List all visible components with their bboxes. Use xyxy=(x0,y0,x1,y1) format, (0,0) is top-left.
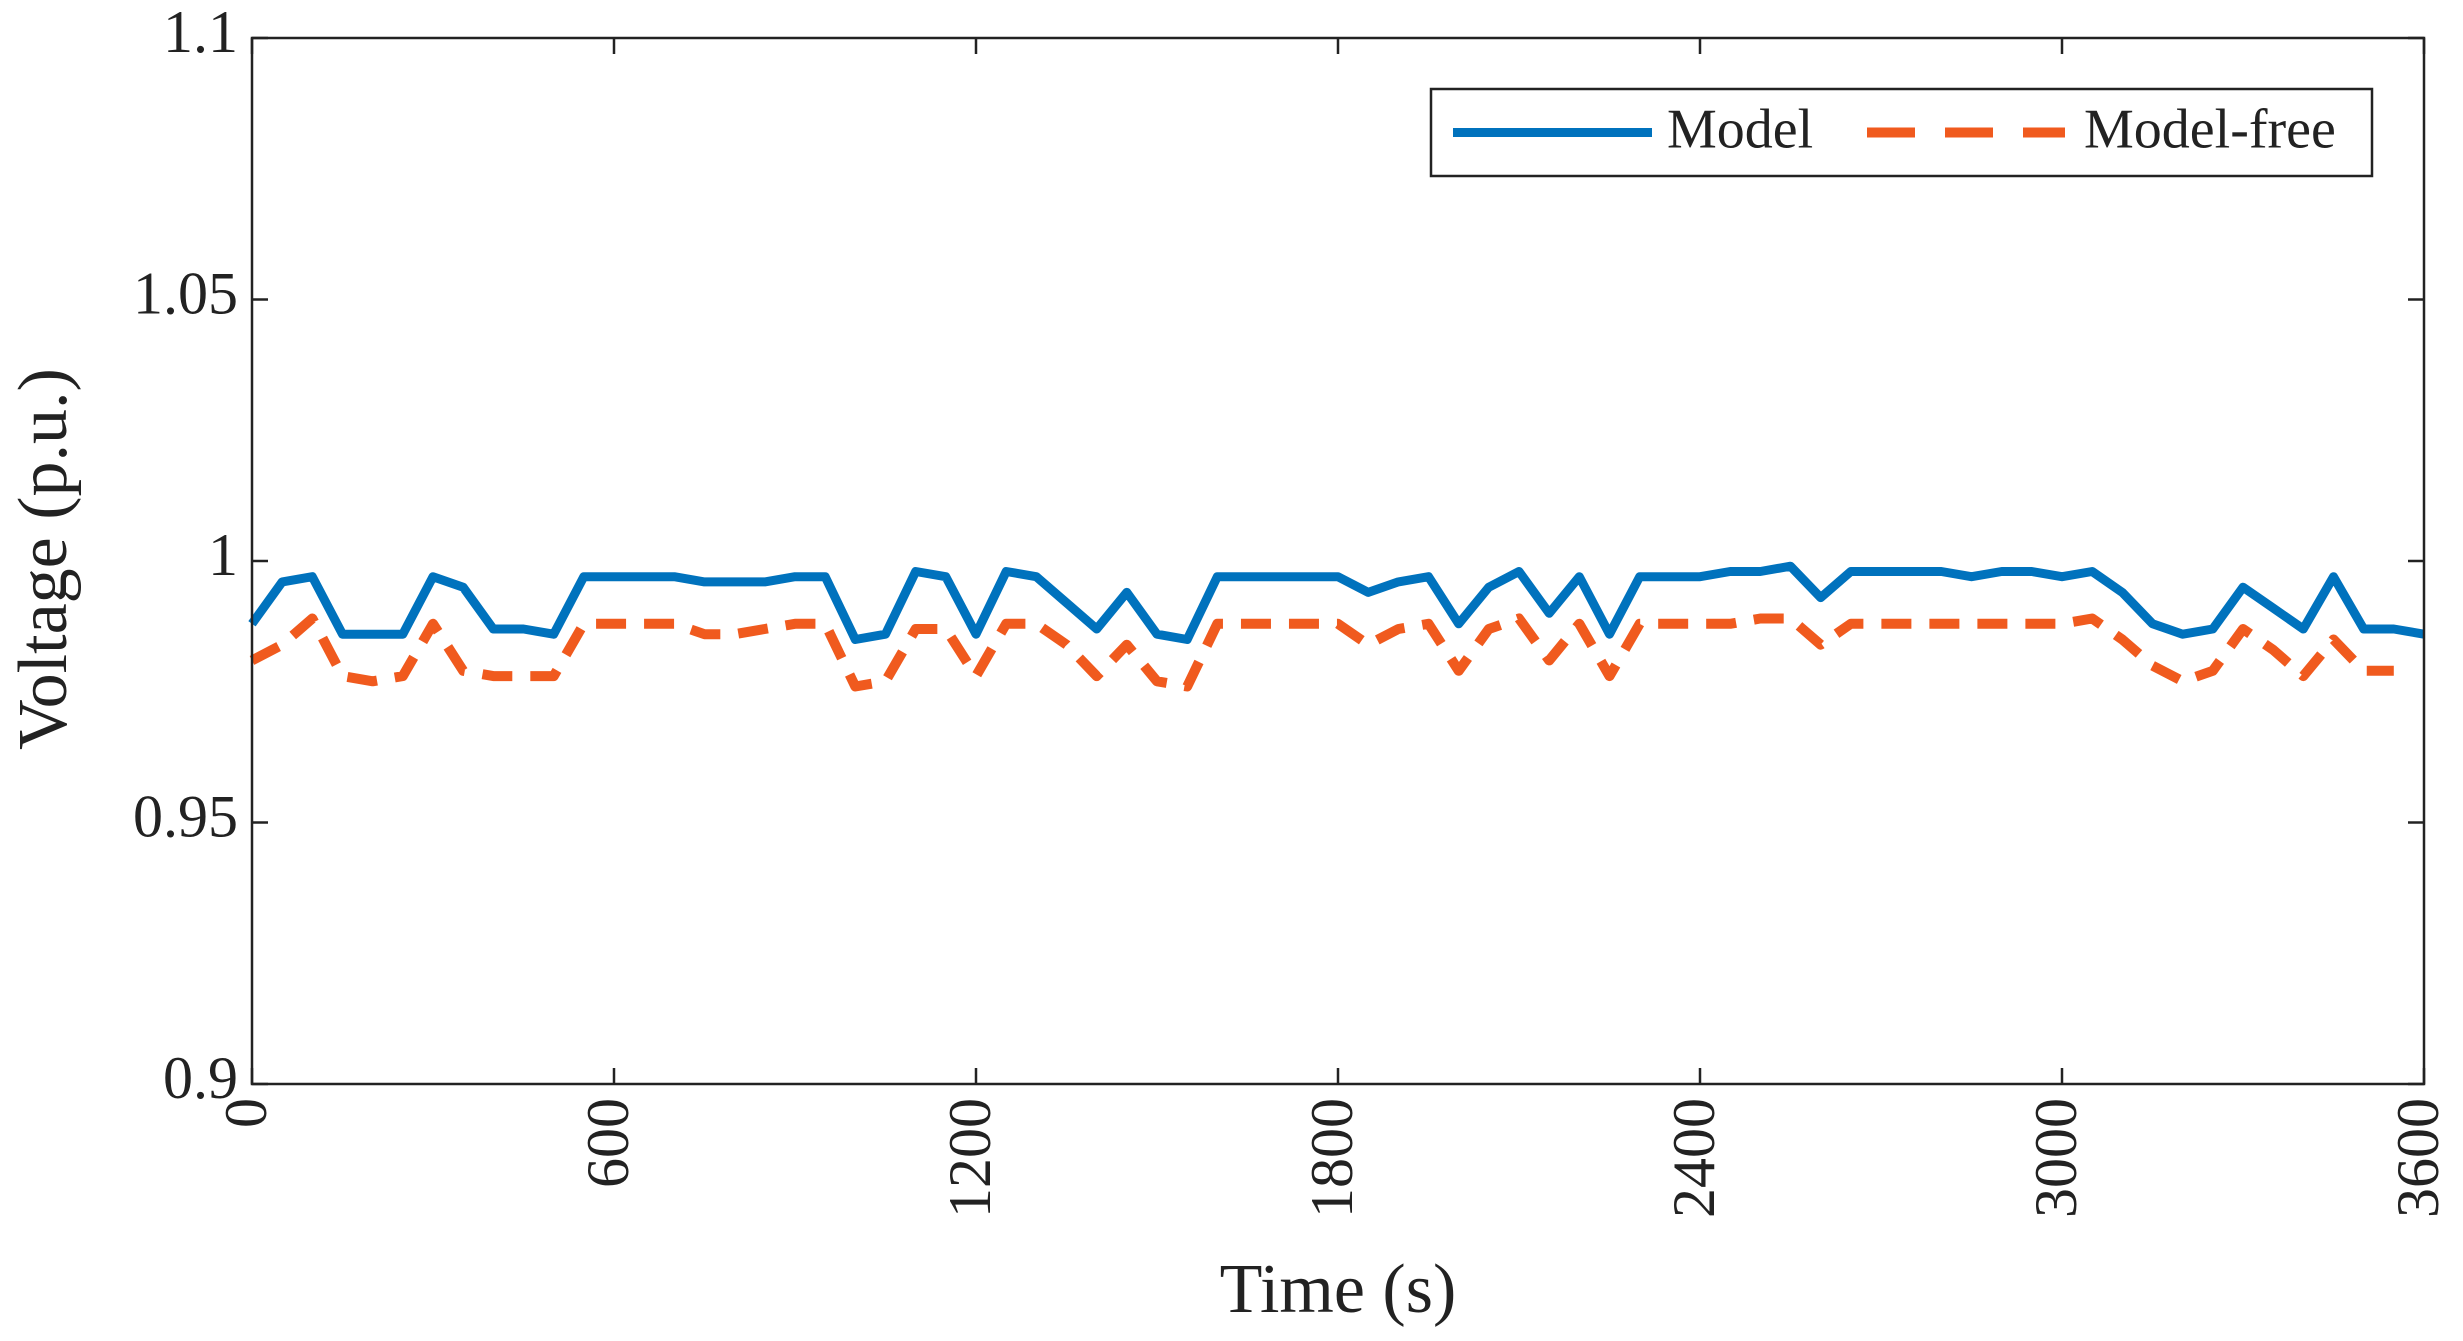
legend-label: Model xyxy=(1667,98,1813,160)
x-tick-label: 1800 xyxy=(1299,1098,1365,1218)
y-tick-label: 1.05 xyxy=(133,260,238,326)
y-tick-label: 0.95 xyxy=(133,783,238,849)
y-tick-label: 1.1 xyxy=(163,0,238,65)
series-line xyxy=(249,613,2394,692)
y-tick-label: 1 xyxy=(208,522,238,588)
y-axis-label: Voltage (p.u.) xyxy=(5,368,82,750)
y-tick-label: 0.9 xyxy=(163,1045,238,1111)
x-tick-label: 2400 xyxy=(1661,1098,1727,1218)
x-tick-label: 3600 xyxy=(2385,1098,2451,1218)
x-axis-label: Time (s) xyxy=(1220,1251,1457,1328)
series-line xyxy=(248,561,2425,644)
x-tick-label: 1200 xyxy=(937,1098,1003,1218)
legend-label: Model-free xyxy=(2084,98,2336,160)
x-tick-label: 600 xyxy=(575,1098,641,1188)
x-tick-label: 0 xyxy=(213,1098,279,1128)
x-tick-label: 3000 xyxy=(2023,1098,2089,1218)
